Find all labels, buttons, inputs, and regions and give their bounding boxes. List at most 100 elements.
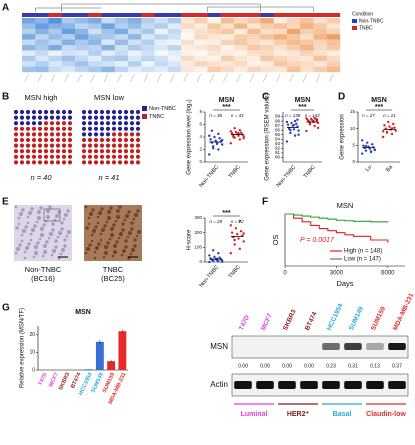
cell [94,225,97,228]
cell [88,217,91,220]
dot [62,155,66,159]
heatmap-cell [35,29,48,35]
label: 4 [199,134,202,139]
label: n = 142 [305,113,321,118]
cell [51,228,54,231]
point [365,145,367,147]
heatmap-cell [35,50,48,56]
dot [82,149,86,153]
point [293,124,295,126]
condition-cell [287,13,300,17]
dot [50,110,54,114]
cell [116,209,120,213]
heatmap-cell [141,40,154,46]
label: Non-TNBC [199,264,221,288]
dot [112,116,116,120]
cell [100,233,103,236]
point [211,130,213,132]
label: P = 0.0017 [300,237,335,244]
dot [68,116,72,120]
dot [14,127,18,131]
heatmap-cell [221,50,234,56]
heatmap-cell [314,67,327,73]
point [230,142,232,144]
heatmap-cell [141,23,154,29]
condition-cell [327,13,340,17]
dot [44,155,48,159]
cell [94,257,97,260]
heatmap-cell [247,56,260,62]
point [362,144,364,146]
label: 5 [352,143,355,148]
heatmap-cell [274,67,287,73]
col-tick [237,74,241,82]
dot [94,144,98,148]
dot [100,127,104,131]
dot [136,132,140,136]
label: 95 [275,132,281,137]
cell [60,221,63,224]
heatmap-cell [35,67,48,73]
heatmap-cell [22,45,35,51]
condition-cell [75,13,88,17]
cell [133,218,136,221]
dot [62,127,66,131]
cell [24,225,27,228]
cell [24,251,27,254]
cell [91,234,94,237]
heatmap-cell [181,61,194,67]
point [290,122,292,124]
label: TNBC [103,265,124,274]
heatmap-cell [168,29,181,35]
dot [38,121,42,125]
label: TNBC [359,25,373,31]
heatmap-cell [247,40,260,46]
heatmap-cell [314,18,327,24]
heatmap-cell [155,23,168,29]
heatmap-cell [88,23,101,29]
condition-cell [194,13,207,17]
heatmap-cell [327,23,340,29]
cell [101,228,105,232]
dot [44,110,48,114]
label: *** [222,104,230,111]
point [239,248,241,250]
heatmap-cell [208,45,221,51]
heatmap-cell [247,61,260,67]
dot [100,121,104,125]
dot [38,160,42,164]
heatmap-cell [49,56,62,62]
cell [110,233,114,237]
point [221,139,223,141]
heatmap-cell [168,61,181,67]
dot [38,127,42,131]
cell [104,245,108,249]
cell [31,228,35,232]
cell [94,251,97,254]
heatmap-cell [274,50,287,56]
label: (BC25) [101,274,125,283]
dot [44,144,48,148]
point [213,256,215,258]
heatmap-cell [314,50,327,56]
col-tick [184,74,188,82]
dot [26,144,30,148]
heatmap-cell [102,40,115,46]
dot [68,121,72,125]
dot [50,121,54,125]
label: Non-TNBC [359,18,384,24]
heatmap-cell [115,29,128,35]
cell [121,254,124,257]
cell [33,256,36,259]
dot [20,149,24,153]
heatmap-cell [300,45,313,51]
dot [88,121,92,125]
label: 91 [275,150,281,155]
dot [62,160,66,164]
panel-letter: B [2,92,9,103]
label: 0 [199,159,202,164]
heatmap-cell [261,34,274,40]
dot [106,110,110,114]
label: 93 [275,141,281,146]
